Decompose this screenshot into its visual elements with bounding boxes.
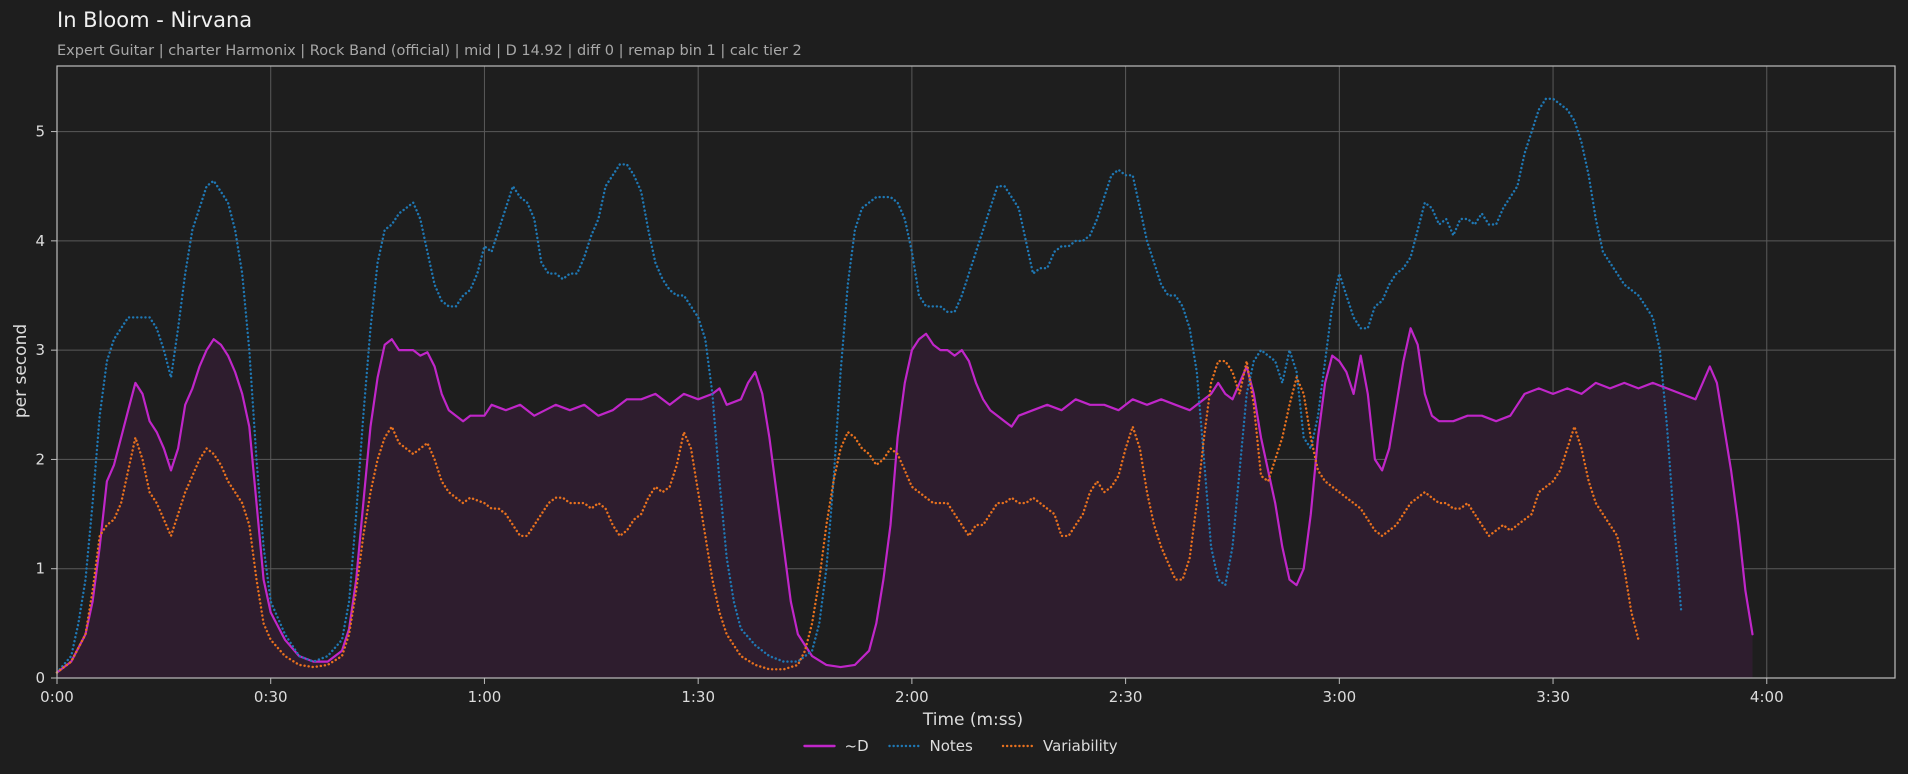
legend: ~D Notes Variability bbox=[803, 737, 1118, 755]
plot-frame bbox=[56, 65, 1896, 679]
series-line-variability bbox=[55, 359, 1640, 674]
y-tick-label: 4 bbox=[35, 232, 45, 250]
y-tick-label: 5 bbox=[35, 123, 45, 141]
y-axis-label: per second bbox=[11, 324, 31, 418]
y-tick-label: 1 bbox=[35, 560, 45, 578]
y-axis-ticks: 0 1 2 3 4 5 bbox=[35, 123, 57, 687]
series-line-notes bbox=[55, 97, 1683, 674]
series-layer bbox=[55, 97, 1754, 674]
x-tick-label: 3:00 bbox=[1322, 688, 1356, 706]
x-tick-label: 2:00 bbox=[895, 688, 929, 706]
legend-label-notes: Notes bbox=[930, 737, 974, 755]
chart-subtitle: Expert Guitar | charter Harmonix | Rock … bbox=[57, 43, 802, 59]
legend-label-d: ~D bbox=[845, 737, 869, 755]
x-tick-label: 0:00 bbox=[40, 688, 74, 706]
series-line-d bbox=[55, 327, 1754, 674]
y-tick-label: 2 bbox=[35, 450, 45, 468]
chart-title: In Bloom - Nirvana bbox=[57, 8, 252, 32]
legend-item-variability: Variability bbox=[1001, 737, 1118, 755]
x-tick-label: 1:00 bbox=[468, 688, 502, 706]
legend-label-variability: Variability bbox=[1043, 737, 1118, 755]
x-axis-label: Time (m:ss) bbox=[922, 710, 1023, 730]
x-tick-label: 0:30 bbox=[254, 688, 288, 706]
x-tick-label: 2:30 bbox=[1109, 688, 1143, 706]
y-tick-label: 3 bbox=[35, 341, 45, 359]
x-tick-label: 3:30 bbox=[1536, 688, 1570, 706]
x-tick-label: 4:00 bbox=[1750, 688, 1784, 706]
x-axis-ticks: 0:00 0:30 1:00 1:30 2:00 2:30 3:00 3:30 4:00 bbox=[40, 678, 1784, 706]
legend-item-notes: Notes bbox=[888, 737, 974, 755]
y-tick-label: 0 bbox=[35, 669, 45, 687]
legend-item-d: ~D bbox=[803, 737, 869, 755]
x-tick-label: 1:30 bbox=[681, 688, 715, 706]
